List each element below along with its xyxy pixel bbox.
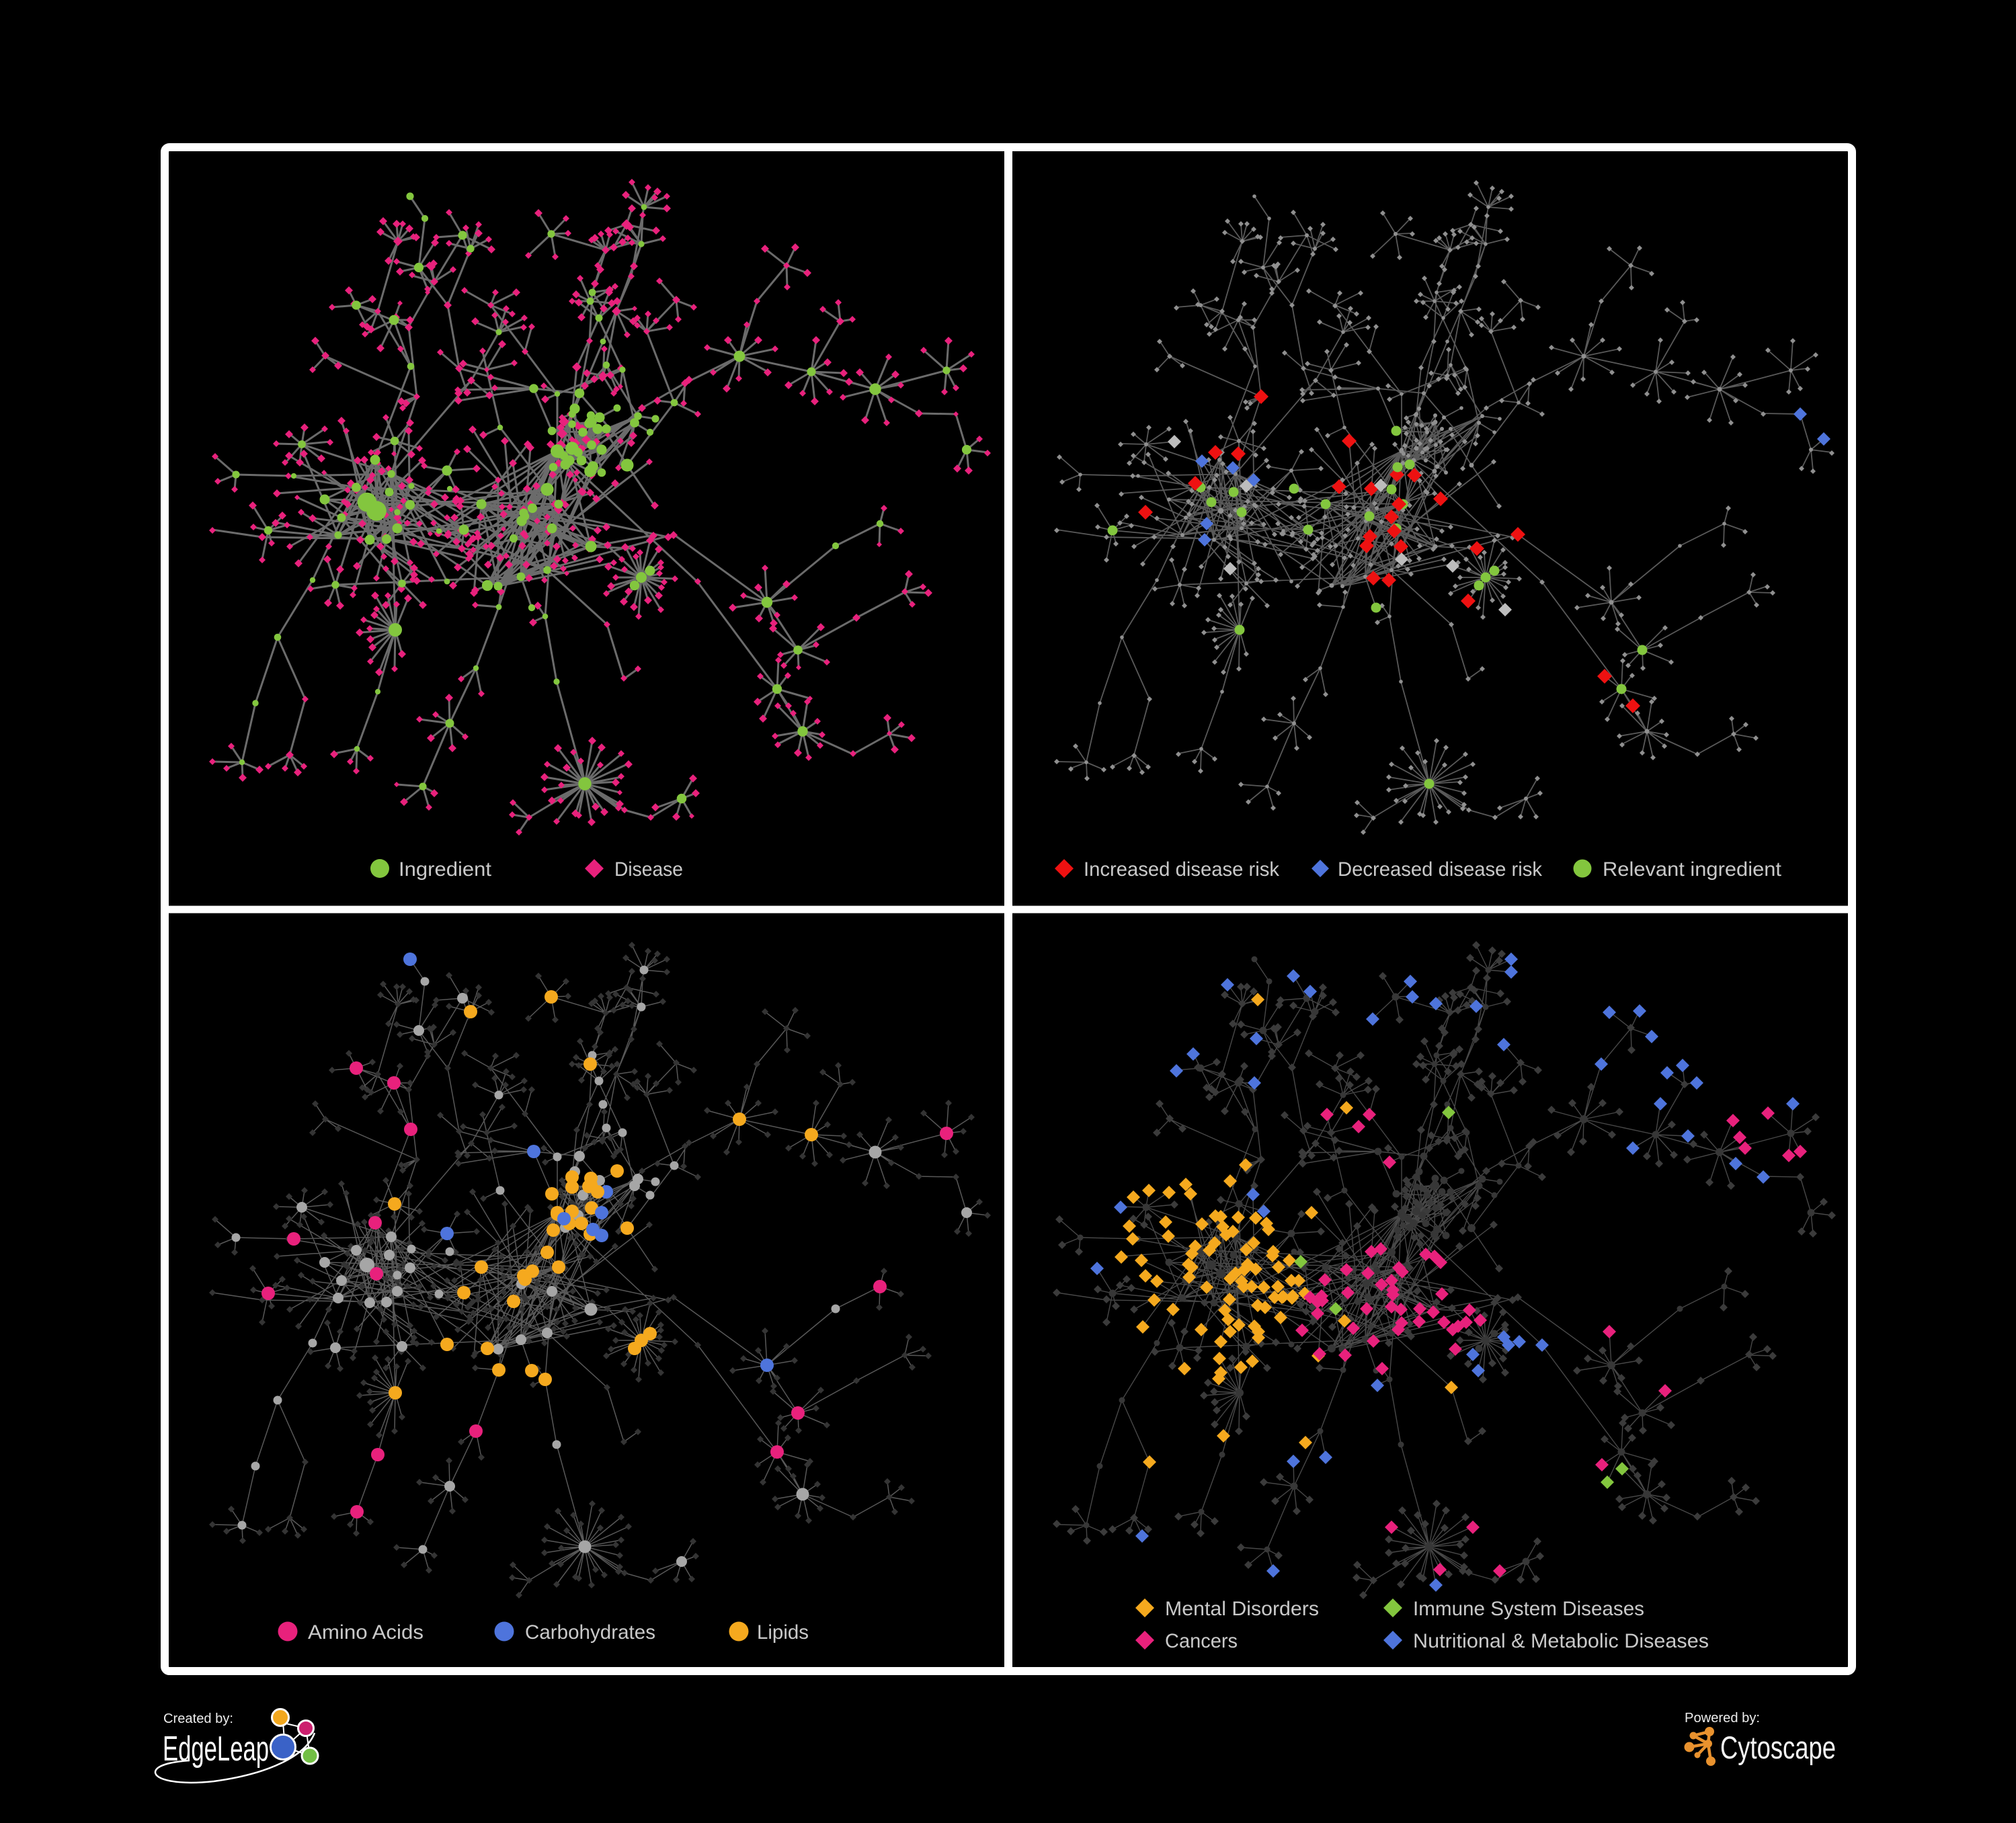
svg-text:Cytoscape: Cytoscape <box>1720 1730 1836 1765</box>
svg-text:Nutritional & Metabolic Diseas: Nutritional & Metabolic Diseases <box>1413 1630 1709 1652</box>
svg-text:Carbohydrates: Carbohydrates <box>525 1621 655 1644</box>
svg-text:Increased disease risk: Increased disease risk <box>1084 858 1280 881</box>
svg-text:Amino Acids: Amino Acids <box>308 1621 424 1644</box>
svg-text:EdgeLeap: EdgeLeap <box>163 1730 269 1769</box>
svg-text:Immune System Diseases: Immune System Diseases <box>1413 1598 1644 1620</box>
svg-text:Powered by:: Powered by: <box>1685 1711 1760 1726</box>
svg-text:Decreased disease risk: Decreased disease risk <box>1338 858 1543 881</box>
svg-text:Ingredient: Ingredient <box>399 858 492 881</box>
svg-text:Cancers: Cancers <box>1165 1630 1238 1652</box>
svg-text:Disease: Disease <box>614 858 683 881</box>
svg-text:Created by:: Created by: <box>163 1711 233 1726</box>
svg-text:Relevant ingredient: Relevant ingredient <box>1603 858 1782 881</box>
svg-text:Mental Disorders: Mental Disorders <box>1165 1598 1319 1620</box>
svg-text:Lipids: Lipids <box>757 1621 809 1644</box>
